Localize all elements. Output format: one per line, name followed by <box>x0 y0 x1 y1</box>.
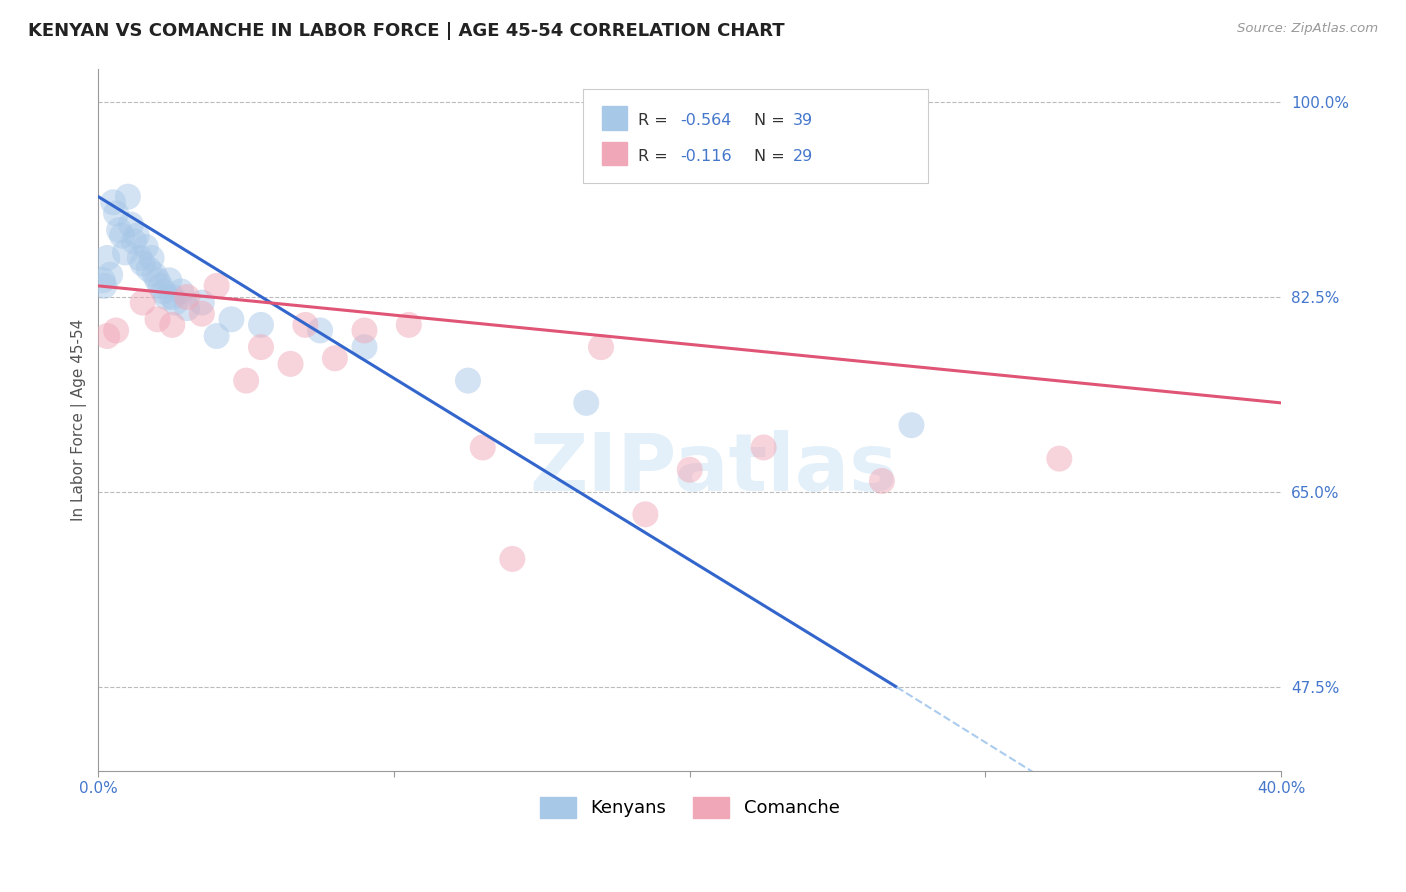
Point <box>501 552 523 566</box>
Point <box>752 441 775 455</box>
Text: ZIPatlas: ZIPatlas <box>529 430 897 508</box>
Text: -0.564: -0.564 <box>681 113 733 128</box>
Point <box>634 508 657 522</box>
Point <box>1047 451 1070 466</box>
Point <box>152 285 174 299</box>
Point <box>128 251 150 265</box>
Point <box>205 329 228 343</box>
Text: 39: 39 <box>793 113 813 128</box>
Point <box>143 268 166 282</box>
Text: N =: N = <box>754 113 790 128</box>
Point <box>280 357 302 371</box>
Point <box>176 290 198 304</box>
Point <box>221 312 243 326</box>
Text: 29: 29 <box>793 149 813 164</box>
Point <box>398 318 420 332</box>
Text: N =: N = <box>754 149 790 164</box>
Point <box>122 234 145 248</box>
Point <box>250 318 273 332</box>
Point <box>117 190 139 204</box>
Point <box>353 323 375 337</box>
Text: Source: ZipAtlas.com: Source: ZipAtlas.com <box>1237 22 1378 36</box>
Point <box>575 396 598 410</box>
Y-axis label: In Labor Force | Age 45-54: In Labor Force | Age 45-54 <box>72 318 87 521</box>
Text: -0.116: -0.116 <box>681 149 733 164</box>
Point <box>162 290 184 304</box>
Point <box>205 278 228 293</box>
Point <box>309 323 332 337</box>
Point <box>91 273 114 287</box>
Point <box>250 340 273 354</box>
Point <box>108 223 131 237</box>
Point <box>191 307 214 321</box>
Point <box>114 245 136 260</box>
Point <box>157 273 180 287</box>
Text: KENYAN VS COMANCHE IN LABOR FORCE | AGE 45-54 CORRELATION CHART: KENYAN VS COMANCHE IN LABOR FORCE | AGE … <box>28 22 785 40</box>
Point <box>105 323 128 337</box>
Point <box>131 295 153 310</box>
Point <box>111 228 134 243</box>
Point <box>135 240 157 254</box>
Point <box>235 374 257 388</box>
Text: R =: R = <box>638 149 673 164</box>
Point <box>900 418 922 433</box>
Point <box>141 251 163 265</box>
Point <box>170 285 193 299</box>
Point <box>176 301 198 315</box>
Point <box>162 318 184 332</box>
Point <box>98 268 121 282</box>
Point <box>353 340 375 354</box>
Point <box>589 340 612 354</box>
Point <box>870 474 893 488</box>
Point <box>191 295 214 310</box>
Point <box>105 206 128 220</box>
Point <box>96 251 118 265</box>
Point <box>146 312 169 326</box>
Point <box>120 218 142 232</box>
Point <box>93 278 115 293</box>
Point <box>471 441 494 455</box>
Point <box>101 195 124 210</box>
Point <box>125 228 148 243</box>
Point <box>679 463 702 477</box>
Point <box>146 273 169 287</box>
Point <box>149 278 172 293</box>
Point <box>155 290 177 304</box>
Point <box>323 351 346 366</box>
Point <box>294 318 316 332</box>
Text: R =: R = <box>638 113 673 128</box>
Point <box>165 295 187 310</box>
Point <box>131 256 153 270</box>
Legend: Kenyans, Comanche: Kenyans, Comanche <box>533 789 846 825</box>
Point <box>138 262 160 277</box>
Point <box>96 329 118 343</box>
Point <box>457 374 479 388</box>
